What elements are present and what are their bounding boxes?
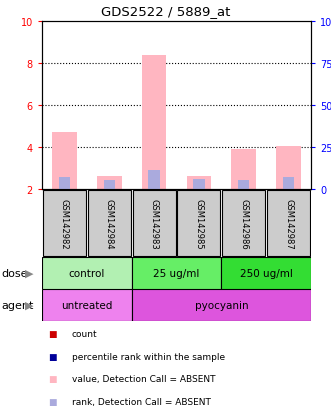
Text: GSM142987: GSM142987 bbox=[284, 198, 293, 249]
Bar bbox=[52, 133, 77, 190]
Bar bbox=[238, 180, 249, 190]
Text: GSM142985: GSM142985 bbox=[194, 198, 204, 249]
Bar bbox=[43, 191, 86, 256]
Bar bbox=[231, 150, 256, 190]
Bar bbox=[42, 257, 132, 289]
Bar bbox=[132, 289, 311, 321]
Bar bbox=[142, 55, 166, 190]
Bar bbox=[132, 257, 221, 289]
Text: percentile rank within the sample: percentile rank within the sample bbox=[72, 352, 225, 361]
Bar bbox=[222, 191, 265, 256]
Text: 250 ug/ml: 250 ug/ml bbox=[240, 268, 293, 278]
Text: control: control bbox=[69, 268, 105, 278]
Text: 25 ug/ml: 25 ug/ml bbox=[153, 268, 200, 278]
Text: pyocyanin: pyocyanin bbox=[195, 300, 248, 310]
Text: GSM142983: GSM142983 bbox=[150, 198, 159, 249]
Text: ■: ■ bbox=[49, 352, 57, 361]
Bar bbox=[267, 191, 310, 256]
Bar bbox=[187, 177, 211, 190]
Bar bbox=[104, 180, 115, 190]
Bar bbox=[193, 179, 205, 190]
Text: agent: agent bbox=[2, 300, 34, 310]
Text: GSM142986: GSM142986 bbox=[239, 198, 248, 249]
Bar bbox=[42, 289, 132, 321]
Text: count: count bbox=[72, 329, 97, 338]
Text: ■: ■ bbox=[49, 329, 57, 338]
Bar bbox=[276, 147, 301, 190]
Text: dose: dose bbox=[2, 268, 28, 278]
Bar bbox=[149, 171, 160, 190]
Text: GDS2522 / 5889_at: GDS2522 / 5889_at bbox=[101, 5, 230, 18]
Bar bbox=[221, 257, 311, 289]
Text: ■: ■ bbox=[49, 397, 57, 406]
Bar bbox=[97, 177, 121, 190]
Bar bbox=[132, 191, 176, 256]
Bar bbox=[88, 191, 131, 256]
Bar bbox=[59, 178, 70, 190]
Text: rank, Detection Call = ABSENT: rank, Detection Call = ABSENT bbox=[72, 397, 211, 406]
Text: ▶: ▶ bbox=[24, 300, 33, 310]
Text: ■: ■ bbox=[49, 375, 57, 384]
Bar bbox=[283, 178, 294, 190]
Text: value, Detection Call = ABSENT: value, Detection Call = ABSENT bbox=[72, 375, 215, 384]
Text: ▶: ▶ bbox=[24, 268, 33, 278]
Text: untreated: untreated bbox=[61, 300, 113, 310]
Bar bbox=[177, 191, 220, 256]
Text: GSM142982: GSM142982 bbox=[60, 198, 69, 249]
Text: GSM142984: GSM142984 bbox=[105, 198, 114, 249]
